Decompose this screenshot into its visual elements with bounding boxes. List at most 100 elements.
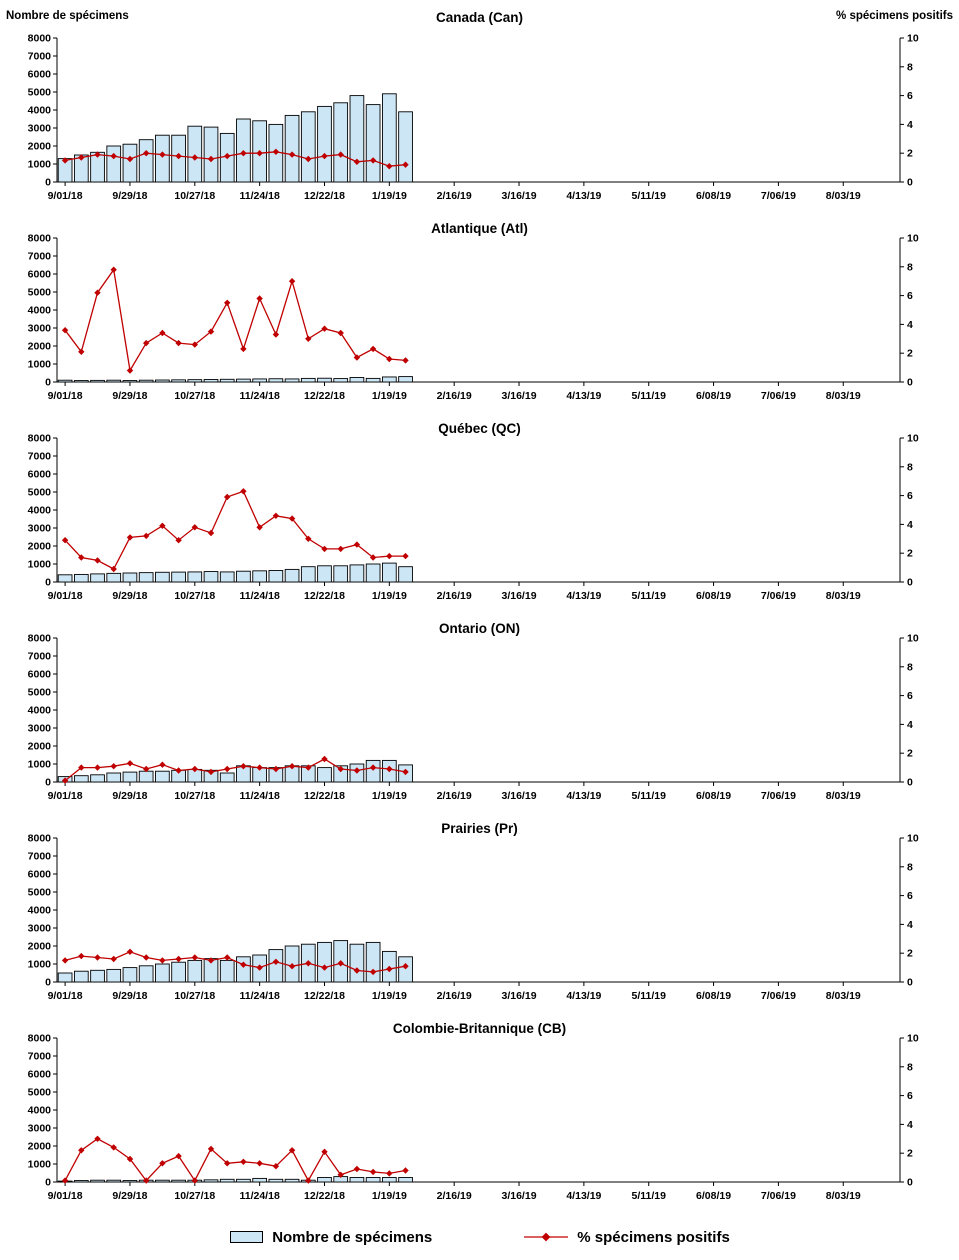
svg-text:2: 2 — [907, 1148, 913, 1160]
svg-text:8: 8 — [907, 661, 913, 673]
svg-text:3000: 3000 — [28, 523, 52, 535]
axis-tick-labels: 0 1000 2000 3000 4000 5000 6000 7000 8000 0 2 4 6 8 10… — [28, 633, 919, 803]
svg-text:8: 8 — [907, 261, 913, 273]
svg-text:1000: 1000 — [28, 759, 52, 771]
svg-text:3/16/19: 3/16/19 — [502, 190, 537, 202]
svg-text:0: 0 — [45, 777, 51, 789]
svg-text:5000: 5000 — [28, 487, 52, 499]
svg-text:3000: 3000 — [28, 923, 52, 935]
chart-title-colombie-britannique: Colombie-Britannique (CB) — [392, 1021, 567, 1036]
svg-text:6/08/19: 6/08/19 — [696, 390, 731, 402]
svg-text:11/24/18: 11/24/18 — [239, 1190, 279, 1202]
svg-text:6000: 6000 — [28, 1069, 52, 1081]
right-axis-title: % spécimens positifs — [836, 10, 953, 22]
svg-text:2/16/19: 2/16/19 — [437, 1190, 472, 1202]
svg-text:4/13/19: 4/13/19 — [566, 190, 601, 202]
svg-text:6: 6 — [907, 1090, 913, 1102]
chart-title-row: Québec (QC) — [0, 420, 959, 437]
svg-text:9/29/18: 9/29/18 — [112, 790, 147, 802]
svg-text:1000: 1000 — [28, 159, 52, 171]
chart-title-row: Atlantique (Atl) — [0, 220, 959, 237]
legend: Nombre de spécimens % spécimens positifs — [0, 1222, 959, 1252]
svg-text:9/01/18: 9/01/18 — [48, 590, 83, 602]
svg-text:4000: 4000 — [28, 905, 52, 917]
svg-text:7000: 7000 — [28, 51, 52, 63]
svg-text:9/29/18: 9/29/18 — [112, 990, 147, 1002]
chart-header: Nombre de spécimens Canada (Can) % spéci… — [0, 4, 959, 30]
svg-text:7/06/19: 7/06/19 — [761, 190, 796, 202]
svg-text:2000: 2000 — [28, 941, 52, 953]
svg-text:1/19/19: 1/19/19 — [372, 790, 407, 802]
colombie-britannique-plot: 0 1000 2000 3000 4000 5000 6000 7000 8000 0 2 4 6 8 10… — [28, 1033, 919, 1203]
svg-text:1000: 1000 — [28, 559, 52, 571]
svg-text:3/16/19: 3/16/19 — [502, 990, 537, 1002]
svg-text:9/01/18: 9/01/18 — [48, 990, 83, 1002]
canada-plot: 0 1000 2000 3000 4000 5000 6000 7000 8000 0 2 4 6 8 10… — [28, 33, 919, 203]
svg-text:8/03/19: 8/03/19 — [826, 790, 861, 802]
svg-text:6000: 6000 — [28, 869, 52, 881]
svg-text:5/11/19: 5/11/19 — [631, 590, 666, 602]
svg-text:6000: 6000 — [28, 69, 52, 81]
bars-series — [57, 1176, 413, 1183]
svg-text:4: 4 — [907, 719, 913, 731]
svg-text:9/29/18: 9/29/18 — [112, 190, 147, 202]
svg-text:2000: 2000 — [28, 1141, 52, 1153]
svg-text:10: 10 — [907, 633, 919, 645]
svg-text:7000: 7000 — [28, 451, 52, 463]
svg-text:8: 8 — [907, 861, 913, 873]
svg-text:2000: 2000 — [28, 141, 52, 153]
svg-text:0: 0 — [907, 577, 913, 589]
svg-text:1/19/19: 1/19/19 — [372, 590, 407, 602]
svg-text:12/22/18: 12/22/18 — [304, 590, 345, 602]
svg-text:2000: 2000 — [28, 741, 52, 753]
svg-text:7/06/19: 7/06/19 — [761, 1190, 796, 1202]
svg-text:8000: 8000 — [28, 633, 52, 645]
svg-text:12/22/18: 12/22/18 — [304, 790, 345, 802]
chart-title-ontario: Ontario (ON) — [439, 621, 520, 636]
svg-text:1/19/19: 1/19/19 — [372, 990, 407, 1002]
pct-line — [64, 151, 406, 167]
axes — [53, 437, 904, 586]
svg-text:8: 8 — [907, 461, 913, 473]
svg-text:2: 2 — [907, 748, 913, 760]
svg-text:3/16/19: 3/16/19 — [502, 390, 537, 402]
svg-text:4/13/19: 4/13/19 — [566, 1190, 601, 1202]
svg-text:4000: 4000 — [28, 505, 52, 517]
svg-text:7000: 7000 — [28, 651, 52, 663]
chart-title-row: Colombie-Britannique (CB) — [0, 1020, 959, 1037]
svg-text:11/24/18: 11/24/18 — [239, 790, 279, 802]
svg-text:5000: 5000 — [28, 87, 52, 99]
pct-line — [64, 1138, 406, 1182]
svg-text:0: 0 — [45, 1177, 51, 1189]
svg-text:8000: 8000 — [28, 433, 52, 445]
axis-tick-labels: 0 1000 2000 3000 4000 5000 6000 7000 8000 0 2 4 6 8 10… — [28, 233, 919, 403]
pct-markers — [61, 148, 409, 170]
bars-series — [57, 376, 413, 383]
svg-text:4/13/19: 4/13/19 — [566, 990, 601, 1002]
svg-text:5/11/19: 5/11/19 — [631, 990, 666, 1002]
svg-text:3000: 3000 — [28, 1123, 52, 1135]
svg-text:5000: 5000 — [28, 287, 52, 299]
chart-title-row: Prairies (Pr) — [0, 820, 959, 837]
svg-text:11/24/18: 11/24/18 — [239, 990, 279, 1002]
svg-text:2/16/19: 2/16/19 — [437, 390, 472, 402]
svg-text:6/08/19: 6/08/19 — [696, 590, 731, 602]
svg-text:8/03/19: 8/03/19 — [826, 1190, 861, 1202]
svg-text:7/06/19: 7/06/19 — [761, 590, 796, 602]
svg-text:8/03/19: 8/03/19 — [826, 190, 861, 202]
svg-text:0: 0 — [907, 777, 913, 789]
svg-text:5/11/19: 5/11/19 — [631, 790, 666, 802]
svg-text:10/27/18: 10/27/18 — [174, 1190, 215, 1202]
svg-text:9/01/18: 9/01/18 — [48, 1190, 83, 1202]
chart-prairies: Prairies (Pr) 0 1000 2000 3000 4000 5000 6000 7… — [0, 820, 959, 1020]
svg-text:11/24/18: 11/24/18 — [239, 190, 279, 202]
svg-text:7/06/19: 7/06/19 — [761, 990, 796, 1002]
svg-text:9/01/18: 9/01/18 — [48, 390, 83, 402]
svg-text:0: 0 — [907, 177, 913, 189]
svg-text:5/11/19: 5/11/19 — [631, 1190, 666, 1202]
pct-markers — [61, 488, 409, 573]
svg-text:10: 10 — [907, 33, 919, 45]
bar-swatch-icon — [230, 1231, 264, 1243]
svg-text:4: 4 — [907, 319, 913, 331]
svg-text:9/01/18: 9/01/18 — [48, 790, 83, 802]
